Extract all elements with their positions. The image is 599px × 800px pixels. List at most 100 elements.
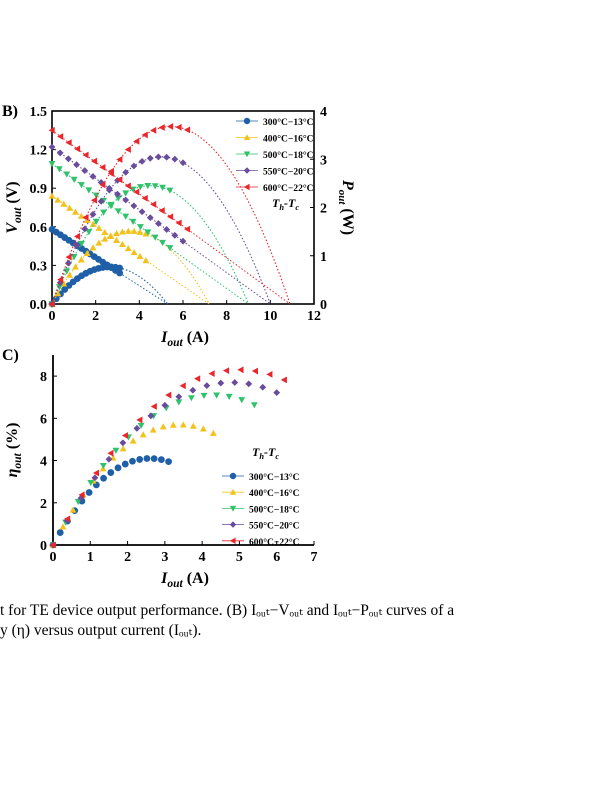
series-c-0	[49, 455, 172, 549]
efficiency-point	[189, 422, 197, 429]
x-tick-label-b: 6	[180, 309, 187, 324]
efficiency-point	[119, 439, 127, 447]
voltage-point	[167, 213, 174, 221]
efficiency-point	[189, 386, 197, 394]
x-tick-label-b: 10	[263, 309, 277, 324]
efficiency-point	[107, 469, 115, 476]
power-point	[97, 197, 105, 205]
efficiency-point	[59, 523, 67, 530]
power-point	[133, 137, 140, 145]
power-point	[101, 235, 109, 242]
x-tick-label-b: 12	[307, 309, 321, 324]
legend-label-c: 600°C−22°C	[249, 537, 300, 548]
power-point	[107, 232, 115, 239]
plot-area-c: 0 1 2 3 4 5 6 7 0 2 4 6 8 C) Iout (A) ηout (%) Th-Tc 300°…	[2, 347, 318, 590]
power-point	[82, 213, 89, 221]
legend-marker	[243, 183, 250, 191]
efficiency-point	[250, 402, 258, 409]
power-point	[175, 123, 182, 131]
power-point	[151, 183, 159, 190]
legend-label-b: 400°C−16°C	[263, 134, 314, 145]
power-point	[64, 259, 72, 267]
x-tick-label-b: 2	[92, 309, 99, 324]
voltage-point	[70, 176, 78, 183]
voltage-point	[130, 248, 138, 256]
efficiency-point	[139, 431, 147, 438]
iv-fit-line	[51, 146, 271, 305]
voltage-point	[129, 218, 137, 226]
power-point	[119, 228, 126, 235]
y-tick-label-c: 8	[40, 370, 47, 385]
efficiency-point	[157, 456, 165, 464]
voltage-point	[144, 229, 152, 236]
voltage-point	[48, 192, 56, 199]
series-c-1	[49, 421, 217, 548]
power-point	[81, 225, 89, 233]
legend-marker	[229, 521, 237, 528]
legend-label-b: 300°C−13°C	[263, 117, 314, 128]
efficiency-point	[245, 380, 253, 388]
efficiency-point	[114, 464, 122, 472]
series-b-4	[48, 123, 291, 308]
series-b-3	[48, 143, 271, 308]
y2-tick-label-b: 4	[320, 105, 327, 120]
series-b-1	[48, 192, 210, 307]
power-point	[166, 187, 174, 194]
series-b-2	[48, 161, 250, 308]
voltage-point	[138, 208, 146, 216]
voltage-point	[73, 161, 80, 169]
efficiency-point	[112, 447, 120, 454]
efficiency-point	[100, 474, 107, 482]
efficiency-point	[217, 379, 225, 387]
efficiency-point	[91, 474, 99, 482]
power-point	[124, 227, 132, 234]
voltage-point	[82, 151, 89, 159]
power-point	[146, 154, 154, 162]
power-point	[122, 168, 130, 176]
voltage-point	[48, 161, 56, 168]
power-point	[48, 300, 55, 308]
efficiency-point	[238, 397, 246, 404]
efficiency-point	[143, 455, 151, 462]
voltage-point	[85, 187, 93, 194]
power-fit-curve	[51, 185, 250, 305]
voltage-point	[151, 234, 159, 241]
voltage-point	[90, 157, 98, 165]
legend-marker	[229, 489, 237, 495]
efficiency-point	[231, 379, 239, 386]
power-point	[179, 159, 187, 167]
voltage-point	[159, 239, 166, 247]
legend-title-c: Th-Tc	[252, 445, 279, 461]
efficiency-point	[150, 455, 158, 463]
efficiency-point	[150, 403, 157, 410]
legend-marker	[229, 505, 237, 512]
y2-tick-label-b: 0	[320, 298, 327, 313]
power-point	[138, 157, 146, 165]
voltage-point	[54, 196, 62, 203]
efficiency-point	[121, 432, 128, 439]
series-c-3	[49, 379, 281, 549]
legend-label-b: 500°C−18°C	[263, 150, 314, 161]
legend-marker	[243, 167, 251, 174]
legend-marker	[243, 117, 251, 125]
y-tick-label-b: 0.3	[30, 259, 48, 274]
power-point	[114, 195, 122, 202]
voltage-point	[155, 220, 162, 227]
efficiency-point	[179, 421, 187, 428]
power-point	[89, 210, 97, 218]
efficiency-point	[136, 416, 143, 424]
efficiency-point	[165, 391, 172, 399]
power-point	[116, 264, 124, 272]
power-point	[92, 218, 100, 225]
y-tick-label-b: 0.6	[30, 221, 48, 236]
power-point	[158, 124, 165, 131]
voltage-point	[141, 194, 148, 202]
power-point	[130, 227, 138, 234]
power-point	[100, 209, 107, 216]
power-point	[107, 201, 115, 209]
x-tick-label-b: 0	[49, 309, 56, 324]
power-point	[159, 184, 166, 191]
voltage-point	[119, 240, 126, 248]
power-point	[105, 186, 113, 194]
